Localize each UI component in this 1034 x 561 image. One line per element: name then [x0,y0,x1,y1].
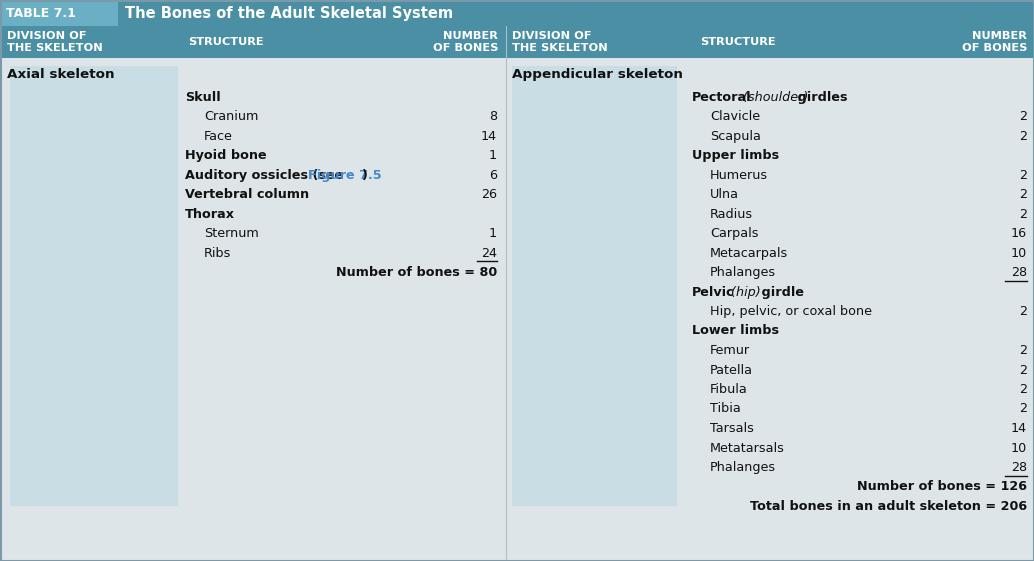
Text: Hyoid bone: Hyoid bone [185,149,267,162]
Text: DIVISION OF: DIVISION OF [7,31,87,41]
Text: Radius: Radius [710,208,753,220]
Text: Phalanges: Phalanges [710,266,777,279]
Text: Ribs: Ribs [204,246,232,260]
Text: STRUCTURE: STRUCTURE [188,37,264,47]
Text: 10: 10 [1011,246,1027,260]
Bar [0,0,118,26]
Text: 8: 8 [489,110,497,123]
Text: girdles: girdles [793,90,848,103]
Text: 2: 2 [1018,305,1027,318]
Text: 1: 1 [489,227,497,240]
Text: Number of bones = 126: Number of bones = 126 [857,481,1027,494]
Text: DIVISION OF: DIVISION OF [512,31,591,41]
Text: OF BONES: OF BONES [962,43,1027,53]
Text: Carpals: Carpals [710,227,759,240]
Text: Face: Face [204,130,233,142]
Text: Tibia: Tibia [710,402,740,416]
Text: 14: 14 [481,130,497,142]
Text: Hip, pelvic, or coxal bone: Hip, pelvic, or coxal bone [710,305,872,318]
Text: Skull: Skull [185,90,220,103]
Text: 6: 6 [489,168,497,182]
Text: Pelvic: Pelvic [692,286,734,298]
Text: ): ) [362,168,367,182]
Text: Thorax: Thorax [185,208,235,220]
Text: Sternum: Sternum [204,227,258,240]
Text: Lower limbs: Lower limbs [692,324,779,338]
Text: Axial skeleton: Axial skeleton [7,68,115,81]
Text: Clavicle: Clavicle [710,110,760,123]
Text: Tarsals: Tarsals [710,422,754,435]
Text: Patella: Patella [710,364,753,376]
Text: Auditory ossicles (see: Auditory ossicles (see [185,168,347,182]
Text: (hip): (hip) [727,286,761,298]
Text: Femur: Femur [710,344,750,357]
Text: Cranium: Cranium [204,110,258,123]
Text: Upper limbs: Upper limbs [692,149,780,162]
Text: Metatarsals: Metatarsals [710,442,785,454]
Text: THE SKELETON: THE SKELETON [7,43,102,53]
Text: Appendicular skeleton: Appendicular skeleton [512,68,682,81]
Text: Figure 7.5: Figure 7.5 [308,168,382,182]
Text: 2: 2 [1018,344,1027,357]
Text: 2: 2 [1018,364,1027,376]
Text: TABLE 7.1: TABLE 7.1 [6,7,75,20]
Text: Scapula: Scapula [710,130,761,142]
Text: Pectoral: Pectoral [692,90,752,103]
Text: Number of bones = 80: Number of bones = 80 [336,266,497,279]
Text: 16: 16 [1011,227,1027,240]
Text: 2: 2 [1018,383,1027,396]
Text: 14: 14 [1011,422,1027,435]
Bar [0,0,1034,26]
Text: 2: 2 [1018,168,1027,182]
Text: Ulna: Ulna [710,188,739,201]
Text: NUMBER: NUMBER [444,31,498,41]
Bar [0,58,1034,561]
Text: THE SKELETON: THE SKELETON [512,43,608,53]
Text: 2: 2 [1018,110,1027,123]
Text: Fibula: Fibula [710,383,748,396]
Bar [10,66,178,506]
Text: OF BONES: OF BONES [432,43,498,53]
Text: 26: 26 [481,188,497,201]
Text: Metacarpals: Metacarpals [710,246,788,260]
Text: 28: 28 [1011,461,1027,474]
Bar [0,26,1034,58]
Text: 28: 28 [1011,266,1027,279]
Text: NUMBER: NUMBER [972,31,1027,41]
Text: Humerus: Humerus [710,168,768,182]
Text: 10: 10 [1011,442,1027,454]
Text: The Bones of the Adult Skeletal System: The Bones of the Adult Skeletal System [125,6,453,21]
Text: 24: 24 [481,246,497,260]
Text: 2: 2 [1018,402,1027,416]
Text: Phalanges: Phalanges [710,461,777,474]
Text: girdle: girdle [757,286,803,298]
Text: Total bones in an adult skeleton = 206: Total bones in an adult skeleton = 206 [750,500,1027,513]
Bar [512,66,677,506]
Text: STRUCTURE: STRUCTURE [700,37,776,47]
Text: (shoulder): (shoulder) [739,90,809,103]
Text: 2: 2 [1018,188,1027,201]
Text: 2: 2 [1018,130,1027,142]
Text: Vertebral column: Vertebral column [185,188,309,201]
Text: 1: 1 [489,149,497,162]
Text: 2: 2 [1018,208,1027,220]
